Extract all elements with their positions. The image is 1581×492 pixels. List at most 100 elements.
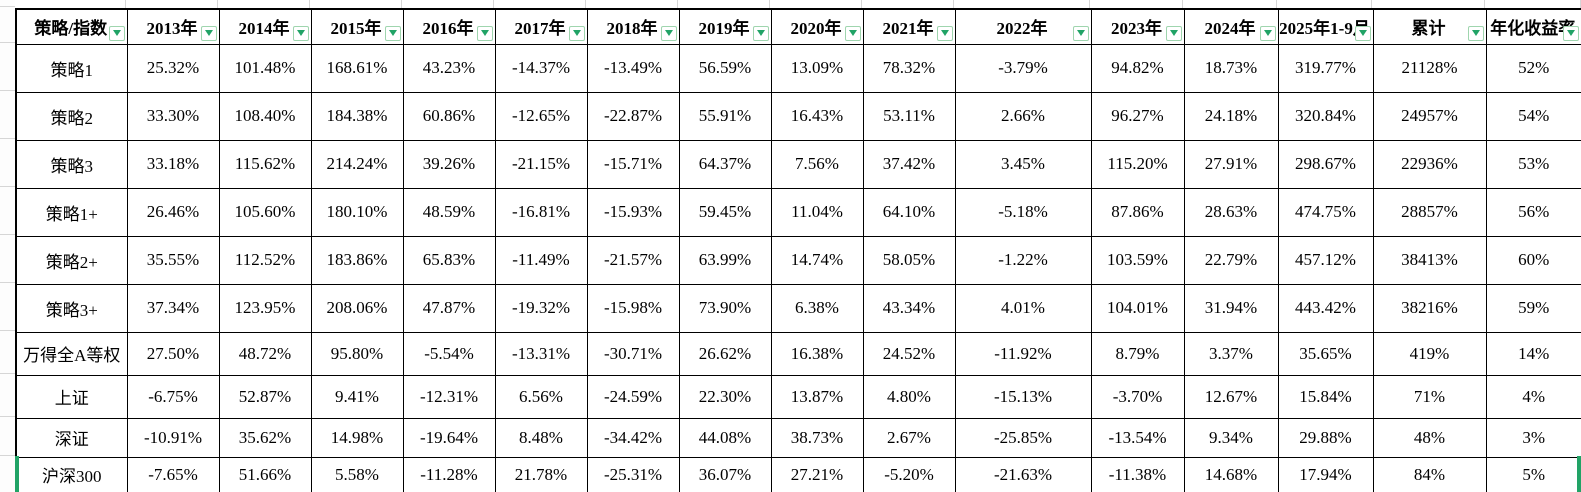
table-cell[interactable]: 84% [1372, 456, 1487, 492]
table-cell[interactable]: 4% [1485, 374, 1581, 419]
table-cell[interactable]: 443.42% [1277, 283, 1374, 333]
table-cell[interactable]: 103.59% [1090, 235, 1185, 285]
table-cell[interactable]: 2.66% [954, 91, 1092, 141]
table-cell[interactable]: 35.65% [1277, 331, 1374, 376]
table-cell[interactable]: 38413% [1372, 235, 1487, 285]
table-cell[interactable]: 35.55% [126, 235, 220, 285]
row-label[interactable]: 策略3 [15, 139, 128, 189]
table-cell[interactable]: 37.34% [126, 283, 220, 333]
table-cell[interactable]: -11.28% [402, 456, 496, 492]
table-cell[interactable]: 56% [1485, 187, 1581, 237]
table-cell[interactable]: 17.94% [1277, 456, 1374, 492]
table-cell[interactable]: 60% [1485, 235, 1581, 285]
table-cell[interactable]: -13.54% [1090, 417, 1185, 458]
table-cell[interactable]: 53.11% [862, 91, 956, 141]
table-cell[interactable]: 55.91% [678, 91, 772, 141]
table-cell[interactable]: -22.87% [586, 91, 680, 141]
table-cell[interactable]: 123.95% [218, 283, 312, 333]
table-cell[interactable]: 14.68% [1183, 456, 1279, 492]
table-cell[interactable]: 43.23% [402, 43, 496, 93]
table-cell[interactable]: 3.37% [1183, 331, 1279, 376]
table-cell[interactable]: 52.87% [218, 374, 312, 419]
table-cell[interactable]: 184.38% [310, 91, 404, 141]
table-cell[interactable]: 28857% [1372, 187, 1487, 237]
filter-dropdown-button[interactable] [844, 25, 861, 41]
table-cell[interactable]: 44.08% [678, 417, 772, 458]
table-cell[interactable]: 21.78% [494, 456, 588, 492]
table-cell[interactable]: -19.64% [402, 417, 496, 458]
table-cell[interactable]: 48.72% [218, 331, 312, 376]
table-cell[interactable]: 6.38% [770, 283, 864, 333]
table-cell[interactable]: 60.86% [402, 91, 496, 141]
table-cell[interactable]: 12.67% [1183, 374, 1279, 419]
table-cell[interactable]: -15.98% [586, 283, 680, 333]
table-cell[interactable]: 47.87% [402, 283, 496, 333]
table-cell[interactable]: 64.10% [862, 187, 956, 237]
table-cell[interactable]: -34.42% [586, 417, 680, 458]
table-cell[interactable]: 108.40% [218, 91, 312, 141]
table-cell[interactable]: 27.91% [1183, 139, 1279, 189]
table-cell[interactable]: 35.62% [218, 417, 312, 458]
table-cell[interactable]: -5.20% [862, 456, 956, 492]
filter-dropdown-button[interactable] [1467, 25, 1484, 41]
filter-dropdown-button[interactable] [936, 25, 953, 41]
table-cell[interactable]: 48% [1372, 417, 1487, 458]
table-cell[interactable]: -11.49% [494, 235, 588, 285]
table-cell[interactable]: 22.30% [678, 374, 772, 419]
table-cell[interactable]: -14.37% [494, 43, 588, 93]
row-label[interactable]: 策略2 [15, 91, 128, 141]
table-cell[interactable]: 64.37% [678, 139, 772, 189]
table-cell[interactable]: 24.18% [1183, 91, 1279, 141]
table-cell[interactable]: -21.15% [494, 139, 588, 189]
table-cell[interactable]: 5% [1485, 456, 1581, 492]
filter-dropdown-button[interactable] [660, 25, 677, 41]
filter-dropdown-button[interactable] [1072, 25, 1089, 41]
table-cell[interactable]: 33.30% [126, 91, 220, 141]
table-cell[interactable]: 48.59% [402, 187, 496, 237]
row-label[interactable]: 策略1 [15, 43, 128, 93]
table-cell[interactable]: 54% [1485, 91, 1581, 141]
table-cell[interactable]: 9.41% [310, 374, 404, 419]
table-cell[interactable]: -3.79% [954, 43, 1092, 93]
table-cell[interactable]: -6.75% [126, 374, 220, 419]
table-cell[interactable]: 38216% [1372, 283, 1487, 333]
row-label[interactable]: 策略3+ [15, 283, 128, 333]
table-cell[interactable]: -7.65% [126, 456, 220, 492]
table-cell[interactable]: 95.80% [310, 331, 404, 376]
filter-dropdown-button[interactable] [1165, 25, 1182, 41]
table-cell[interactable]: 104.01% [1090, 283, 1185, 333]
table-cell[interactable]: -10.91% [126, 417, 220, 458]
table-cell[interactable]: 21128% [1372, 43, 1487, 93]
table-cell[interactable]: 25.32% [126, 43, 220, 93]
table-cell[interactable]: 71% [1372, 374, 1487, 419]
table-cell[interactable]: 65.83% [402, 235, 496, 285]
filter-dropdown-button[interactable] [568, 25, 585, 41]
table-cell[interactable]: 457.12% [1277, 235, 1374, 285]
table-cell[interactable]: 36.07% [678, 456, 772, 492]
table-cell[interactable]: 22.79% [1183, 235, 1279, 285]
table-cell[interactable]: 8.48% [494, 417, 588, 458]
table-cell[interactable]: 15.84% [1277, 374, 1374, 419]
table-cell[interactable]: -12.65% [494, 91, 588, 141]
table-cell[interactable]: 16.43% [770, 91, 864, 141]
table-cell[interactable]: 11.04% [770, 187, 864, 237]
table-cell[interactable]: 13.09% [770, 43, 864, 93]
table-cell[interactable]: 27.21% [770, 456, 864, 492]
table-cell[interactable]: -19.32% [494, 283, 588, 333]
table-cell[interactable]: 31.94% [1183, 283, 1279, 333]
table-cell[interactable]: 8.79% [1090, 331, 1185, 376]
table-cell[interactable]: -13.49% [586, 43, 680, 93]
table-cell[interactable]: -15.93% [586, 187, 680, 237]
filter-dropdown-button[interactable] [1259, 25, 1276, 41]
table-cell[interactable]: -15.13% [954, 374, 1092, 419]
table-cell[interactable]: 6.56% [494, 374, 588, 419]
table-cell[interactable]: 3.45% [954, 139, 1092, 189]
table-cell[interactable]: 38.73% [770, 417, 864, 458]
table-cell[interactable]: 419% [1372, 331, 1487, 376]
table-cell[interactable]: 87.86% [1090, 187, 1185, 237]
table-cell[interactable]: 14.98% [310, 417, 404, 458]
table-cell[interactable]: 24.52% [862, 331, 956, 376]
table-cell[interactable]: 33.18% [126, 139, 220, 189]
row-label[interactable]: 策略1+ [15, 187, 128, 237]
table-cell[interactable]: 112.52% [218, 235, 312, 285]
